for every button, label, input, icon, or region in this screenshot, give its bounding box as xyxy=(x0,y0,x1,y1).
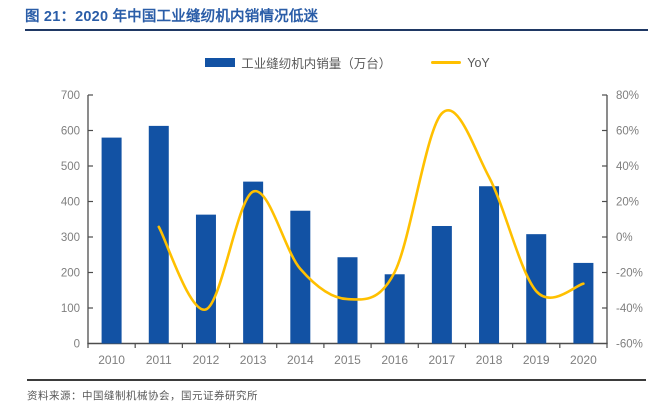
x-axis-label: 2010 xyxy=(98,353,125,367)
line-series-label: YoY xyxy=(467,55,490,70)
x-axis-label: 2011 xyxy=(146,353,172,367)
bar-2014 xyxy=(290,210,311,344)
right-axis-tick-label: 20% xyxy=(616,197,639,209)
bar-series-label: 工业缝纫机内销量（万台） xyxy=(241,57,392,71)
right-axis-tick-label: 80% xyxy=(616,90,639,102)
right-axis-tick-label: -60% xyxy=(616,339,643,351)
footer-divider xyxy=(27,379,646,381)
left-axis-tick-label: 200 xyxy=(61,268,80,280)
x-axis-label: 2013 xyxy=(240,353,267,367)
right-axis-tick-label: -40% xyxy=(616,303,643,315)
left-axis-tick-label: 300 xyxy=(61,232,80,244)
legend-item-bar: 工业缝纫机内销量（万台） xyxy=(205,53,391,72)
x-axis-label: 2015 xyxy=(334,353,361,367)
bar-2011 xyxy=(148,125,169,344)
x-axis-label: 2012 xyxy=(193,353,220,367)
left-axis-tick-label: 700 xyxy=(61,90,80,102)
line-series-swatch xyxy=(431,61,462,64)
bar-2010 xyxy=(101,137,122,344)
bar-series-swatch xyxy=(205,58,236,67)
x-axis-label: 2020 xyxy=(570,353,597,367)
left-axis-tick-label: 600 xyxy=(61,126,80,138)
x-axis-label: 2014 xyxy=(287,353,314,367)
yoy-line xyxy=(157,109,585,311)
right-axis-tick-label: -20% xyxy=(616,268,643,280)
figure-title: 图 21：2020 年中国工业缝纫机内销情况低迷 xyxy=(25,9,319,25)
left-axis-tick-label: 0 xyxy=(74,339,80,351)
bar-2020 xyxy=(573,262,594,344)
left-axis-tick-label: 500 xyxy=(61,161,80,173)
bar-2019 xyxy=(526,234,547,344)
bar-2013 xyxy=(243,181,264,344)
title-underline xyxy=(25,29,648,31)
bar-2012 xyxy=(195,214,216,344)
right-axis-tick-label: 40% xyxy=(616,161,639,173)
left-axis-tick-label: 400 xyxy=(61,197,80,209)
x-axis-label: 2019 xyxy=(523,353,550,367)
bar-2017 xyxy=(431,225,452,344)
x-axis-label: 2016 xyxy=(381,353,408,367)
right-axis-tick-label: 0% xyxy=(616,232,633,244)
bar-2016 xyxy=(384,274,405,344)
bar-2018 xyxy=(479,186,500,344)
chart-legend: 工业缝纫机内销量（万台） YoY xyxy=(88,53,607,72)
x-axis-label: 2017 xyxy=(429,353,456,367)
source-note: 资料来源：中国缝制机械协会，国元证券研究所 xyxy=(27,390,258,402)
left-axis-tick-label: 100 xyxy=(61,303,80,315)
x-axis-label: 2018 xyxy=(476,353,503,367)
right-axis-tick-label: 60% xyxy=(616,126,639,138)
legend-item-line: YoY xyxy=(431,55,490,70)
